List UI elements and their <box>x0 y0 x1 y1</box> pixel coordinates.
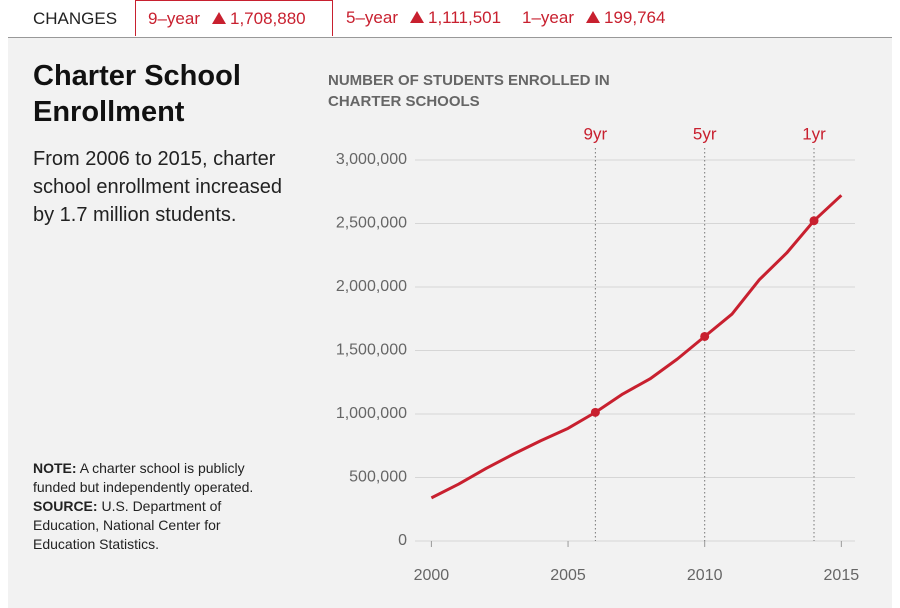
changes-label: CHANGES <box>33 9 118 28</box>
y-tick-label: 2,000,000 <box>336 278 407 295</box>
note-text: A charter school is publicly funded but … <box>33 460 254 495</box>
tab-value: 199,764 <box>603 8 666 27</box>
y-tick-label: 3,000,000 <box>336 151 407 168</box>
chart-title: Charter School Enrollment <box>33 60 241 128</box>
point <box>809 216 819 226</box>
source-text: U.S. Department of Education, National C… <box>33 498 222 552</box>
point <box>700 331 710 341</box>
y-tick-label: 1,500,000 <box>336 342 407 359</box>
y-tick-label: 0 <box>398 532 407 549</box>
x-tick-label: 2000 <box>414 567 450 584</box>
tab-value: 1,708,880 <box>229 9 306 28</box>
source: SOURCE: U.S. Department of Education, Na… <box>33 497 283 554</box>
y-tick-label: 1,000,000 <box>336 405 407 422</box>
point <box>590 407 600 417</box>
x-tick-label: 2005 <box>550 567 586 584</box>
note-label: NOTE: <box>33 460 77 476</box>
y-tick-label: 2,500,000 <box>336 215 407 232</box>
source-label: SOURCE: <box>33 498 98 514</box>
header: CHANGES 9–year 1,708,880 5–year 1,111,501 … <box>0 0 900 37</box>
notes: NOTE: A charter school is publicly funde… <box>33 459 283 554</box>
up-icon <box>409 11 424 23</box>
tab[interactable]: 9–year 1,708,880 <box>135 0 333 36</box>
tab-label: 1–year <box>522 8 574 27</box>
x-tick-label: 2015 <box>824 567 860 584</box>
note: NOTE: A charter school is publicly funde… <box>33 459 283 497</box>
y-tick-label: 500,000 <box>349 469 407 486</box>
tab-value: 1,111,501 <box>427 8 502 27</box>
x-tick-label: 2010 <box>687 567 723 584</box>
line <box>430 194 843 500</box>
marker-label: 1yr <box>802 124 826 143</box>
background <box>8 37 892 608</box>
tab-label: 9–year <box>148 9 200 28</box>
tab[interactable]: 1–year 199,764 <box>510 0 677 36</box>
subtitle: From 2006 to 2015, charter school enroll… <box>33 148 283 226</box>
up-icon <box>211 12 226 24</box>
y-axis-title: NUMBER OF STUDENTS ENROLLED IN CHARTER S… <box>328 72 610 110</box>
up-icon <box>585 11 600 23</box>
marker-label: 9yr <box>584 124 608 143</box>
tab[interactable]: 5–year 1,111,501 <box>334 0 513 36</box>
tab-label: 5–year <box>346 8 398 27</box>
marker-label: 5yr <box>693 124 717 143</box>
